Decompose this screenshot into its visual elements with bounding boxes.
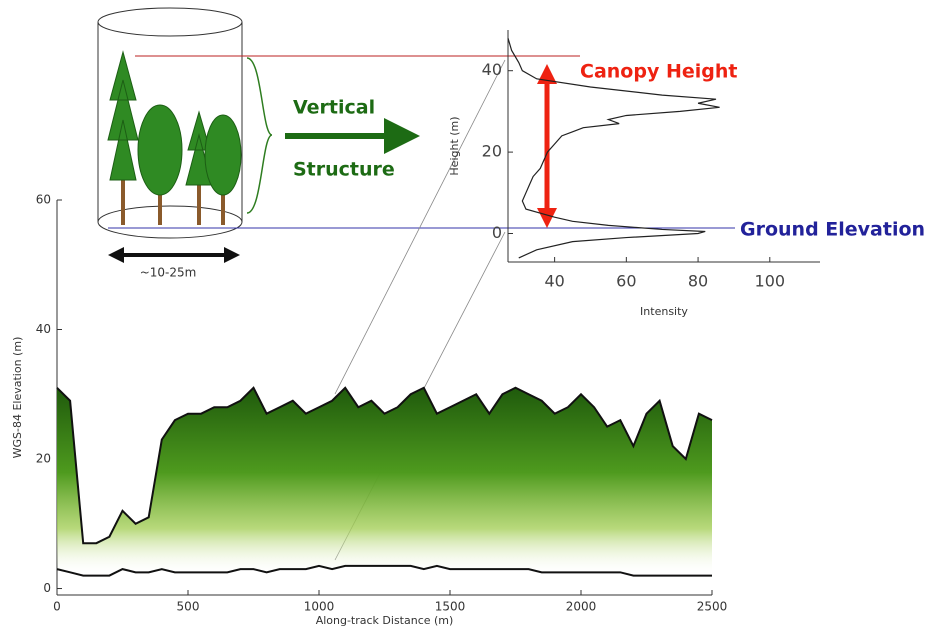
annotation: Canopy Height	[580, 61, 737, 83]
y-tick-label: 40	[36, 322, 51, 336]
y-tick-label: 40	[482, 60, 502, 79]
x-tick-label: 500	[177, 600, 200, 614]
annotation: Ground Elevation	[740, 219, 925, 241]
y-axis-label: WGS-84 Elevation (m)	[11, 337, 24, 459]
x-tick-label: 1500	[435, 600, 466, 614]
y-tick-label: 20	[482, 142, 502, 161]
x-tick-label: 2000	[566, 600, 597, 614]
x-tick-label: 0	[53, 600, 61, 614]
annotation: ~10-25m	[140, 266, 197, 280]
x-tick-label: 100	[755, 272, 786, 291]
x-tick-label: 1000	[304, 600, 335, 614]
x-tick-label: 40	[544, 272, 564, 291]
annotation: Vertical	[293, 97, 375, 119]
x-tick-label: 2500	[697, 600, 728, 614]
figure: Vertical Structure ~10-25m Canopy Height…	[0, 0, 942, 631]
y-tick-label: 20	[36, 452, 51, 466]
y-tick-label: 60	[36, 193, 51, 207]
x-tick-label: 80	[688, 272, 708, 291]
x-axis-label: Intensity	[640, 305, 688, 318]
x-axis-label: Along-track Distance (m)	[316, 614, 454, 627]
x-tick-label: 60	[616, 272, 636, 291]
annotation: Structure	[293, 159, 395, 181]
y-tick-label: 0	[492, 223, 502, 242]
y-axis-label: Height (m)	[448, 116, 461, 175]
y-tick-label: 0	[43, 581, 51, 595]
